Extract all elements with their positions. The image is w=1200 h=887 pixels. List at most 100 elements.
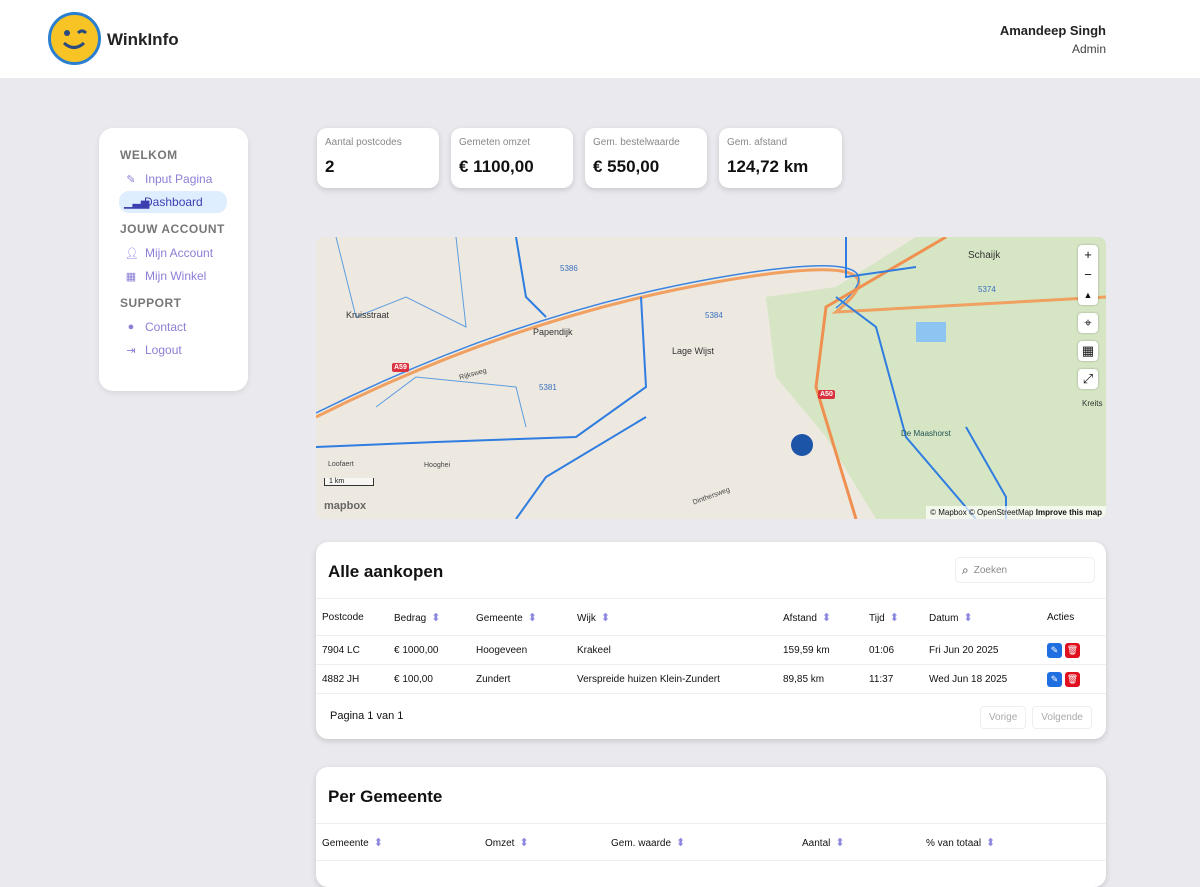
sidebar-item-input-pagina[interactable]: ✎ Input Pagina bbox=[120, 168, 228, 190]
column-header[interactable]: Gemeente ⬍ bbox=[470, 598, 571, 636]
column-label: Bedrag bbox=[394, 612, 427, 624]
column-header: Postcode bbox=[316, 598, 388, 636]
column-label: Aantal bbox=[802, 837, 831, 849]
pagination-info: Pagina 1 van 1 bbox=[330, 710, 404, 722]
sidebar-item-dashboard[interactable]: ▁▃▅ Dashboard bbox=[119, 191, 227, 213]
purchases-card: Alle aankopen ⌕ Zoeken Postcode Bedrag ⬍ Gem… bbox=[316, 542, 1106, 739]
column-header[interactable]: Omzet ⬍ bbox=[479, 823, 605, 861]
sidebar-section-title: JOUW ACCOUNT bbox=[120, 222, 225, 236]
sidebar-item-contact[interactable]: ● Contact bbox=[120, 316, 228, 338]
delete-button[interactable]: 🗑︎ bbox=[1065, 671, 1080, 687]
column-label: Wijk bbox=[577, 612, 596, 624]
sort-icon[interactable]: ⬍ bbox=[527, 611, 537, 624]
stat-card-postcodes: Aantal postcodes 2 bbox=[317, 128, 439, 188]
column-header[interactable]: Tijd ⬍ bbox=[863, 598, 923, 636]
table-row: 4882 JH € 100,00 Zundert Verspreide huizen … bbox=[316, 664, 1106, 694]
map-label-maashorst: De Maashorst bbox=[901, 429, 951, 438]
geolocate-button[interactable]: ⌖ bbox=[1078, 313, 1098, 333]
sort-icon[interactable]: ⬍ bbox=[963, 611, 973, 624]
stat-label: Aantal postcodes bbox=[325, 137, 402, 148]
compass-button[interactable]: ▲ bbox=[1083, 290, 1093, 300]
table-cell: € 1000,00 bbox=[388, 635, 470, 665]
mapbox-logo[interactable]: mapbox bbox=[324, 500, 367, 512]
column-header[interactable]: Datum ⬍ bbox=[923, 598, 1041, 636]
column-header[interactable]: Bedrag ⬍ bbox=[388, 598, 470, 636]
sort-icon[interactable]: ⬍ bbox=[889, 611, 899, 624]
sidebar-item-mijn-account[interactable]: 👤︎ Mijn Account bbox=[120, 242, 228, 264]
per-gemeente-card: Per Gemeente Gemeente ⬍ Omzet ⬍ Gem. waarde ⬍… bbox=[316, 767, 1106, 887]
user-circle-icon: ● bbox=[127, 321, 135, 333]
table-row: 7904 LC € 1000,00 Hoogeveen Krakeel 159,59 k… bbox=[316, 635, 1106, 665]
map-canvas[interactable] bbox=[316, 237, 1106, 519]
table-cell: 11:37 bbox=[863, 664, 923, 694]
stat-label: Gemeten omzet bbox=[459, 137, 531, 148]
map-zoom-controls: + − ▲ bbox=[1078, 245, 1098, 305]
map-label-postcode: 5381 bbox=[539, 383, 557, 392]
map-label-papendijk: Papendijk bbox=[533, 327, 573, 337]
sidebar-item-label: Input Pagina bbox=[145, 172, 213, 186]
attribution-text[interactable]: © Mapbox © OpenStreetMap bbox=[930, 508, 1034, 517]
zoom-out-button[interactable]: − bbox=[1084, 267, 1092, 282]
sort-icon[interactable]: ⬍ bbox=[373, 836, 383, 849]
bar-chart-icon: ▁▃▅ bbox=[124, 196, 150, 209]
table-cell: Zundert bbox=[470, 664, 571, 694]
sort-icon[interactable]: ⬍ bbox=[835, 836, 845, 849]
store-marker bbox=[791, 434, 813, 456]
table-cell: € 100,00 bbox=[388, 664, 470, 694]
improve-map-link[interactable]: Improve this map bbox=[1035, 508, 1102, 517]
delete-button[interactable]: 🗑︎ bbox=[1065, 642, 1080, 658]
user-info: Amandeep Singh Admin bbox=[1000, 23, 1106, 56]
sort-icon[interactable]: ⬍ bbox=[676, 836, 686, 849]
edit-icon: ✎ bbox=[126, 173, 136, 186]
table-cell: Wed Jun 18 2025 bbox=[923, 664, 1041, 694]
column-header[interactable]: Aantal ⬍ bbox=[796, 823, 920, 861]
column-header[interactable]: Afstand ⬍ bbox=[777, 598, 863, 636]
table-cell: 89,85 km bbox=[777, 664, 863, 694]
sort-icon[interactable]: ⬍ bbox=[431, 611, 441, 624]
map-label-loofaert: Loofaert bbox=[328, 461, 354, 468]
column-header[interactable]: Gemeente ⬍ bbox=[316, 823, 479, 861]
sort-icon[interactable]: ⬍ bbox=[986, 836, 996, 849]
search-input[interactable]: ⌕ Zoeken bbox=[955, 557, 1095, 583]
sidebar-item-label: Mijn Account bbox=[145, 246, 214, 260]
column-label: % van totaal bbox=[926, 837, 982, 849]
column-header[interactable]: % van totaal ⬍ bbox=[920, 823, 1106, 861]
map-label-postcode: 5374 bbox=[978, 285, 996, 294]
sidebar-item-logout[interactable]: ⇥ Logout bbox=[120, 339, 228, 361]
table-cell: Hoogeveen bbox=[470, 635, 571, 665]
zoom-in-button[interactable]: + bbox=[1084, 247, 1092, 262]
winkinfo-logo[interactable] bbox=[48, 12, 101, 65]
fullscreen-button[interactable]: ⤢ bbox=[1078, 369, 1098, 389]
next-button[interactable]: Volgende bbox=[1032, 706, 1092, 729]
sort-icon[interactable]: ⬍ bbox=[519, 836, 529, 849]
table-cell: 159,59 km bbox=[777, 635, 863, 665]
sort-icon[interactable]: ⬍ bbox=[821, 611, 832, 624]
column-header[interactable]: Wijk ⬍ bbox=[571, 598, 777, 636]
actions-cell: ✎ 🗑︎ bbox=[1041, 635, 1106, 665]
column-label: Omzet bbox=[485, 837, 515, 849]
edit-button[interactable]: ✎ bbox=[1047, 671, 1062, 687]
prev-button[interactable]: Vorige bbox=[979, 706, 1027, 729]
table-cell: 4882 JH bbox=[316, 664, 388, 694]
road-shield-a59: A59 bbox=[392, 363, 409, 372]
map-label-postcode: 5384 bbox=[705, 311, 723, 320]
stat-value: € 550,00 bbox=[593, 157, 660, 176]
sort-icon[interactable]: ⬍ bbox=[600, 611, 611, 624]
purchases-table: Postcode Bedrag ⬍ Gemeente ⬍ Wijk ⬍ Afstand ⬍ Tij… bbox=[316, 598, 1106, 694]
column-header: Acties bbox=[1041, 598, 1106, 636]
edit-button[interactable]: ✎ bbox=[1047, 642, 1062, 658]
store-icon: ▦ bbox=[125, 270, 137, 283]
column-label: Postcode bbox=[322, 611, 364, 623]
actions-cell: ✎ 🗑︎ bbox=[1041, 664, 1106, 694]
per-gemeente-title: Per Gemeente bbox=[328, 787, 443, 806]
column-header[interactable]: Gem. waarde ⬍ bbox=[605, 823, 796, 861]
stat-value: 124,72 km bbox=[727, 157, 809, 176]
map-label-kreits: Kreits bbox=[1082, 399, 1103, 408]
sidebar-item-label: Dashboard bbox=[144, 195, 203, 209]
map-label-schaijk: Schaijk bbox=[968, 250, 1001, 261]
logout-icon: ⇥ bbox=[126, 344, 136, 357]
sidebar-item-label: Mijn Winkel bbox=[145, 269, 207, 283]
sidebar-item-mijn-winkel[interactable]: ▦ Mijn Winkel bbox=[120, 265, 228, 287]
calculator-button[interactable]: ▦ bbox=[1078, 341, 1098, 361]
map[interactable]: Schaijk Kruisstraat Papendijk Lage Wijst… bbox=[316, 237, 1106, 519]
